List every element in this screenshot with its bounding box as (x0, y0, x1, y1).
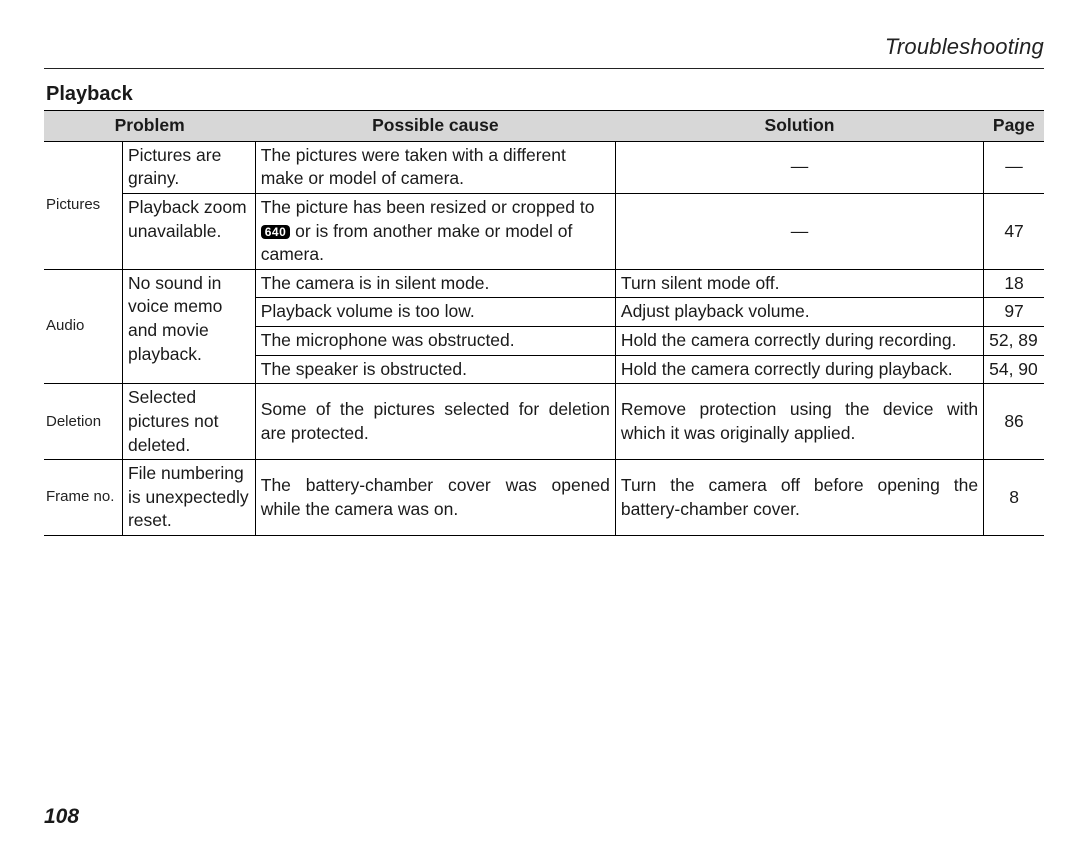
page-number: 108 (44, 805, 79, 829)
table-row: Playback zoom unavailable. The picture h… (44, 193, 1044, 269)
table-row: Frame no. File numbering is unexpectedly… (44, 460, 1044, 536)
page-cell: — (984, 141, 1044, 193)
page-cell: 97 (984, 298, 1044, 327)
col-cause: Possible cause (255, 111, 615, 142)
solution-cell: — (615, 193, 983, 269)
running-head: Troubleshooting (44, 34, 1044, 60)
col-page: Page (984, 111, 1044, 142)
solution-cell: Hold the camera correctly during playbac… (615, 355, 983, 384)
cause-cell: The microphone was obstructed. (255, 327, 615, 356)
solution-cell: Hold the camera correctly during recordi… (615, 327, 983, 356)
manual-page: Troubleshooting Playback Problem Possibl… (0, 0, 1080, 853)
category-audio: Audio (44, 269, 122, 384)
page-cell: 8 (984, 460, 1044, 536)
cause-cell: The battery-chamber cover was opened whi… (255, 460, 615, 536)
solution-cell: Turn silent mode off. (615, 269, 983, 298)
cause-text-pre: The picture has been resized or cropped … (261, 197, 595, 217)
page-cell: 86 (984, 384, 1044, 460)
head-rule (44, 68, 1044, 69)
problem-cell: Pictures are grainy. (122, 141, 255, 193)
page-cell: 47 (984, 193, 1044, 269)
table-row: Deletion Selected pictures not deleted. … (44, 384, 1044, 460)
table-row: Pictures Pictures are grainy. The pictur… (44, 141, 1044, 193)
col-problem: Problem (44, 111, 255, 142)
col-solution: Solution (615, 111, 983, 142)
page-cell: 52, 89 (984, 327, 1044, 356)
page-cell: 18 (984, 269, 1044, 298)
category-frameno: Frame no. (44, 460, 122, 536)
problem-cell: Playback zoom unavailable. (122, 193, 255, 269)
section-title: Playback (46, 83, 1044, 106)
category-pictures: Pictures (44, 141, 122, 269)
cause-cell: The camera is in silent mode. (255, 269, 615, 298)
solution-cell: Adjust playback volume. (615, 298, 983, 327)
solution-cell: Remove protection using the device with … (615, 384, 983, 460)
cause-cell: The pictures were taken with a different… (255, 141, 615, 193)
size-640-icon: 640 (261, 225, 291, 239)
table-header-row: Problem Possible cause Solution Page (44, 111, 1044, 142)
cause-text-post: or is from another make or model of came… (261, 221, 573, 265)
problem-cell: Selected pictures not deleted. (122, 384, 255, 460)
troubleshooting-table: Problem Possible cause Solution Page Pic… (44, 110, 1044, 536)
solution-cell: — (615, 141, 983, 193)
cause-cell: Playback volume is too low. (255, 298, 615, 327)
cause-cell: Some of the pictures selected for deleti… (255, 384, 615, 460)
page-cell: 54, 90 (984, 355, 1044, 384)
cause-cell: The picture has been resized or cropped … (255, 193, 615, 269)
table-row: Audio No sound in voice memo and movie p… (44, 269, 1044, 298)
category-deletion: Deletion (44, 384, 122, 460)
problem-cell: No sound in voice memo and movie playbac… (122, 269, 255, 384)
solution-cell: Turn the camera off before opening the b… (615, 460, 983, 536)
cause-cell: The speaker is obstructed. (255, 355, 615, 384)
problem-cell: File numbering is unexpectedly reset. (122, 460, 255, 536)
